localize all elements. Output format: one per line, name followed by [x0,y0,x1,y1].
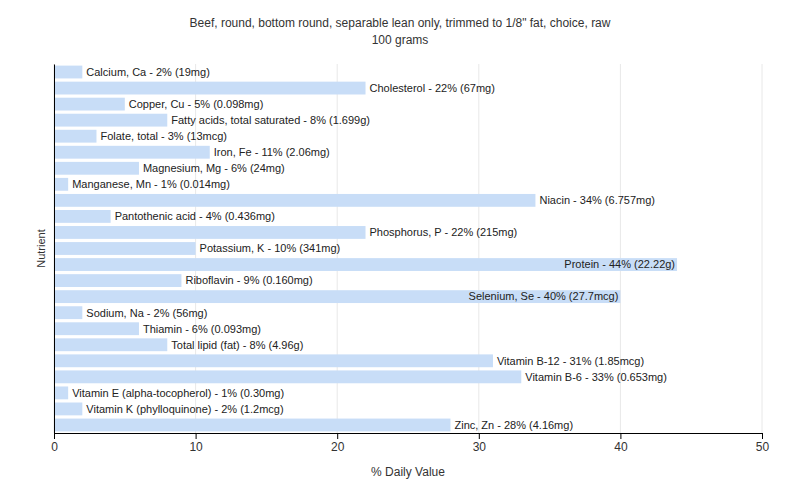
x-tick: 10 [189,433,203,454]
data-label: Cholesterol - 22% (67mg) [370,82,495,94]
bar [55,322,139,335]
data-label: Niacin - 34% (6.757mg) [539,194,655,206]
y-axis-line [54,65,55,434]
bar [55,114,167,127]
bar [55,274,181,287]
data-label: Vitamin B-12 - 31% (1.85mcg) [497,355,644,367]
data-label: Potassium, K - 10% (341mg) [200,242,341,254]
x-axis-line [55,434,763,440]
bar [55,419,450,432]
data-labels: Calcium, Ca - 2% (19mg) Cholesterol - 22%… [72,66,675,431]
bar [55,403,82,416]
bar [55,178,68,191]
bar [55,66,82,79]
bar [55,370,521,383]
bar [55,306,82,319]
x-tick-mark [620,433,621,439]
bar [55,146,210,159]
data-label: Folate, total - 3% (13mcg) [100,130,227,142]
x-tick-label: 30 [473,440,487,454]
bars [55,66,677,432]
chart: Beef, round, bottom round, separable lea… [0,0,800,500]
plot: Calcium, Ca - 2% (19mg) Cholesterol - 22%… [51,64,769,454]
data-label: Fatty acids, total saturated - 8% (1.699… [171,114,370,126]
y-axis-title: Nutrient [35,229,47,268]
data-label: Iron, Fe - 11% (2.06mg) [214,146,330,158]
x-tick-label: 10 [189,440,203,454]
x-tick-mark [762,433,763,439]
data-label: Protein - 44% (22.22g) [564,258,675,270]
data-label: Vitamin E (alpha-tocopherol) - 1% (0.30m… [72,387,284,399]
x-tick-mark [337,433,338,439]
x-tick-label: 40 [614,440,628,454]
subtitle: 100 grams [372,33,429,47]
data-label: Riboflavin - 9% (0.160mg) [185,274,312,286]
data-label: Pantothenic acid - 4% (0.436mg) [115,210,275,222]
bar [55,130,96,143]
data-label: Vitamin K (phylloquinone) - 2% (1.2mcg) [86,403,283,415]
grid [54,64,762,433]
bar [55,82,366,95]
x-tick: 0 [51,433,58,454]
x-tick-mark [54,433,55,439]
title: Beef, round, bottom round, separable lea… [190,16,611,30]
x-tick: 30 [473,433,487,454]
x-axis-title: % Daily Value [371,465,445,479]
data-label: Total lipid (fat) - 8% (4.96g) [171,339,303,351]
bar [55,338,167,351]
y-axis [54,65,55,434]
data-label: Phosphorus, P - 22% (215mg) [370,226,518,238]
data-label: Copper, Cu - 5% (0.098mg) [129,98,264,110]
bar [55,386,68,399]
x-tick-label: 0 [51,440,58,454]
data-label: Sodium, Na - 2% (56mg) [86,307,207,319]
bar [55,290,620,303]
bar [55,98,125,111]
x-tick: 20 [331,433,345,454]
data-label: Magnesium, Mg - 6% (24mg) [143,162,285,174]
bar [55,354,493,367]
data-label: Thiamin - 6% (0.093mg) [143,323,261,335]
x-tick-mark [479,433,480,439]
x-tick-mark [196,433,197,439]
bar [55,226,366,239]
grid-line [762,64,763,433]
bar [55,162,139,175]
x-tick: 40 [614,433,628,454]
x-tick-label: 20 [331,440,345,454]
data-label: Vitamin B-6 - 33% (0.653mg) [525,371,667,383]
x-tick: 50 [756,433,770,454]
data-label: Calcium, Ca - 2% (19mg) [86,66,209,78]
bar [55,258,677,271]
data-label: Zinc, Zn - 28% (4.16mg) [454,419,573,431]
bar [55,210,111,223]
data-label: Selenium, Se - 40% (27.7mcg) [469,290,619,302]
bar [55,194,535,207]
data-label: Manganese, Mn - 1% (0.014mg) [72,178,230,190]
x-tick-label: 50 [756,440,770,454]
x-axis: 0 10 20 30 40 50 [51,433,769,454]
grid-line [54,64,55,433]
bar [55,242,196,255]
